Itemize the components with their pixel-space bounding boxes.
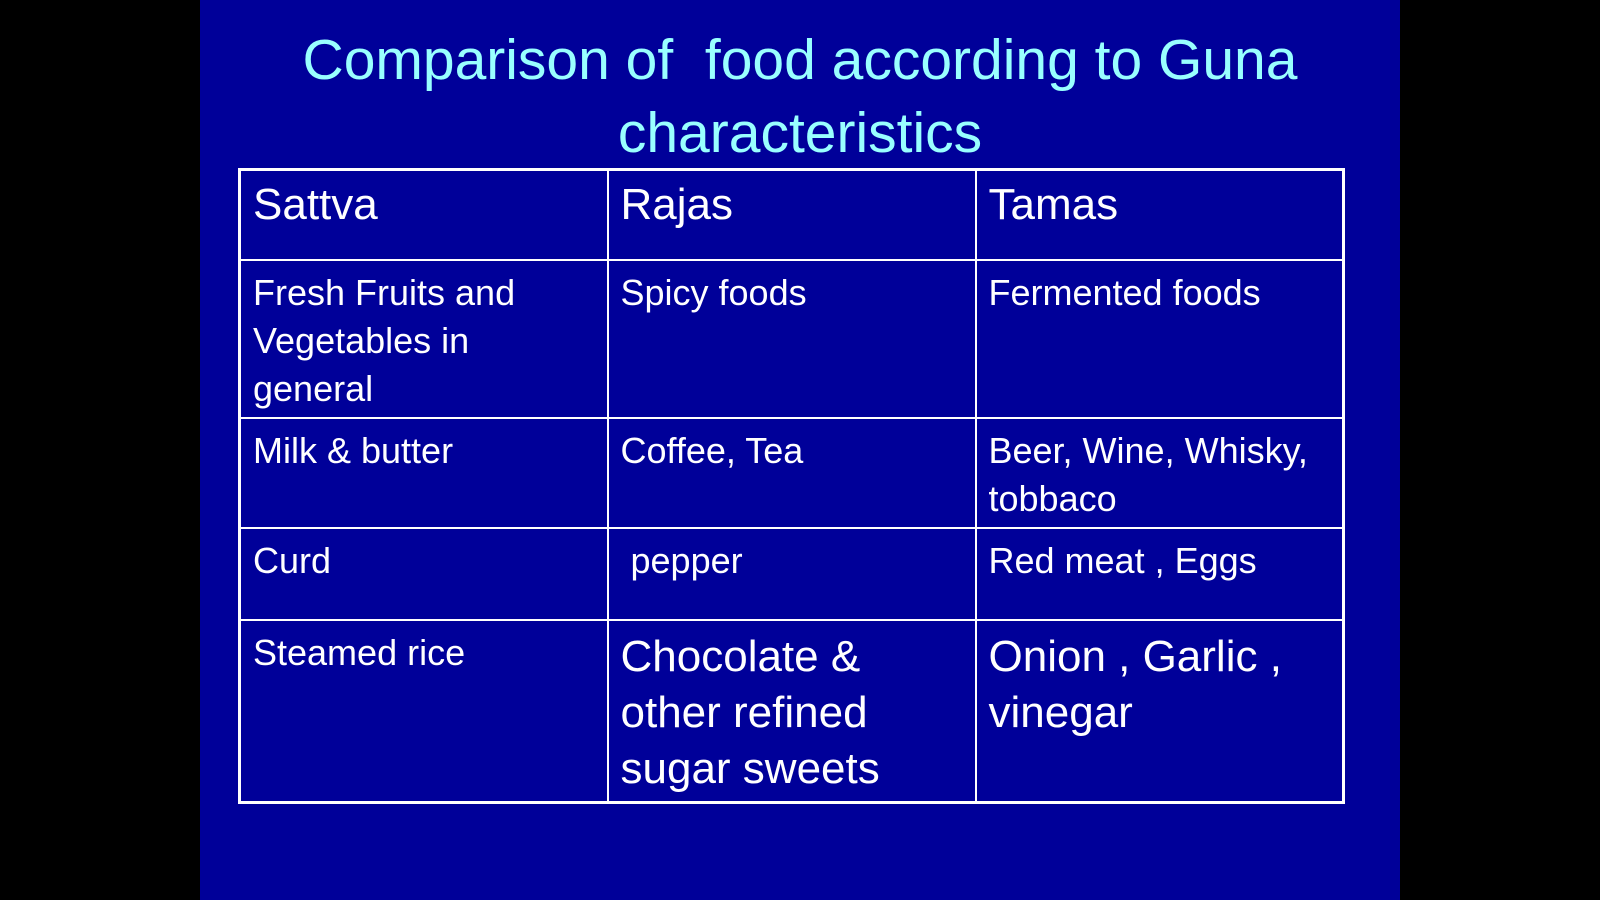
table-cell: Red meat , Eggs xyxy=(974,527,1345,621)
table-cell: Fresh Fruits and Vegetables in general xyxy=(238,259,609,419)
table-cell: Milk & butter xyxy=(238,417,609,529)
table-cell: Steamed rice xyxy=(238,619,609,804)
table-cell: Coffee, Tea xyxy=(606,417,977,529)
guna-comparison-table: Sattva Rajas Tamas Fresh Fruits and Vege… xyxy=(238,168,1345,804)
table-cell: Chocolate & other refined sugar sweets xyxy=(606,619,977,804)
slide: Comparison of food according to Guna cha… xyxy=(200,0,1400,900)
table-cell: Spicy foods xyxy=(606,259,977,419)
table-row: Fresh Fruits and Vegetables in general S… xyxy=(238,259,1345,419)
table-header-row: Sattva Rajas Tamas xyxy=(238,168,1345,261)
table-row: Curd pepper Red meat , Eggs xyxy=(238,527,1345,621)
table-row: Milk & butter Coffee, Tea Beer, Wine, Wh… xyxy=(238,417,1345,529)
slide-title: Comparison of food according to Guna cha… xyxy=(302,28,1314,165)
table-cell: pepper xyxy=(606,527,977,621)
table-row: Steamed rice Chocolate & other refined s… xyxy=(238,619,1345,804)
table-cell: Fermented foods xyxy=(974,259,1345,419)
table-cell: Onion , Garlic , vinegar xyxy=(974,619,1345,804)
header-tamas: Tamas xyxy=(974,168,1345,261)
header-rajas: Rajas xyxy=(606,168,977,261)
table-cell: Curd xyxy=(238,527,609,621)
table-cell: Beer, Wine, Whisky, tobbaco xyxy=(974,417,1345,529)
header-sattva: Sattva xyxy=(238,168,609,261)
